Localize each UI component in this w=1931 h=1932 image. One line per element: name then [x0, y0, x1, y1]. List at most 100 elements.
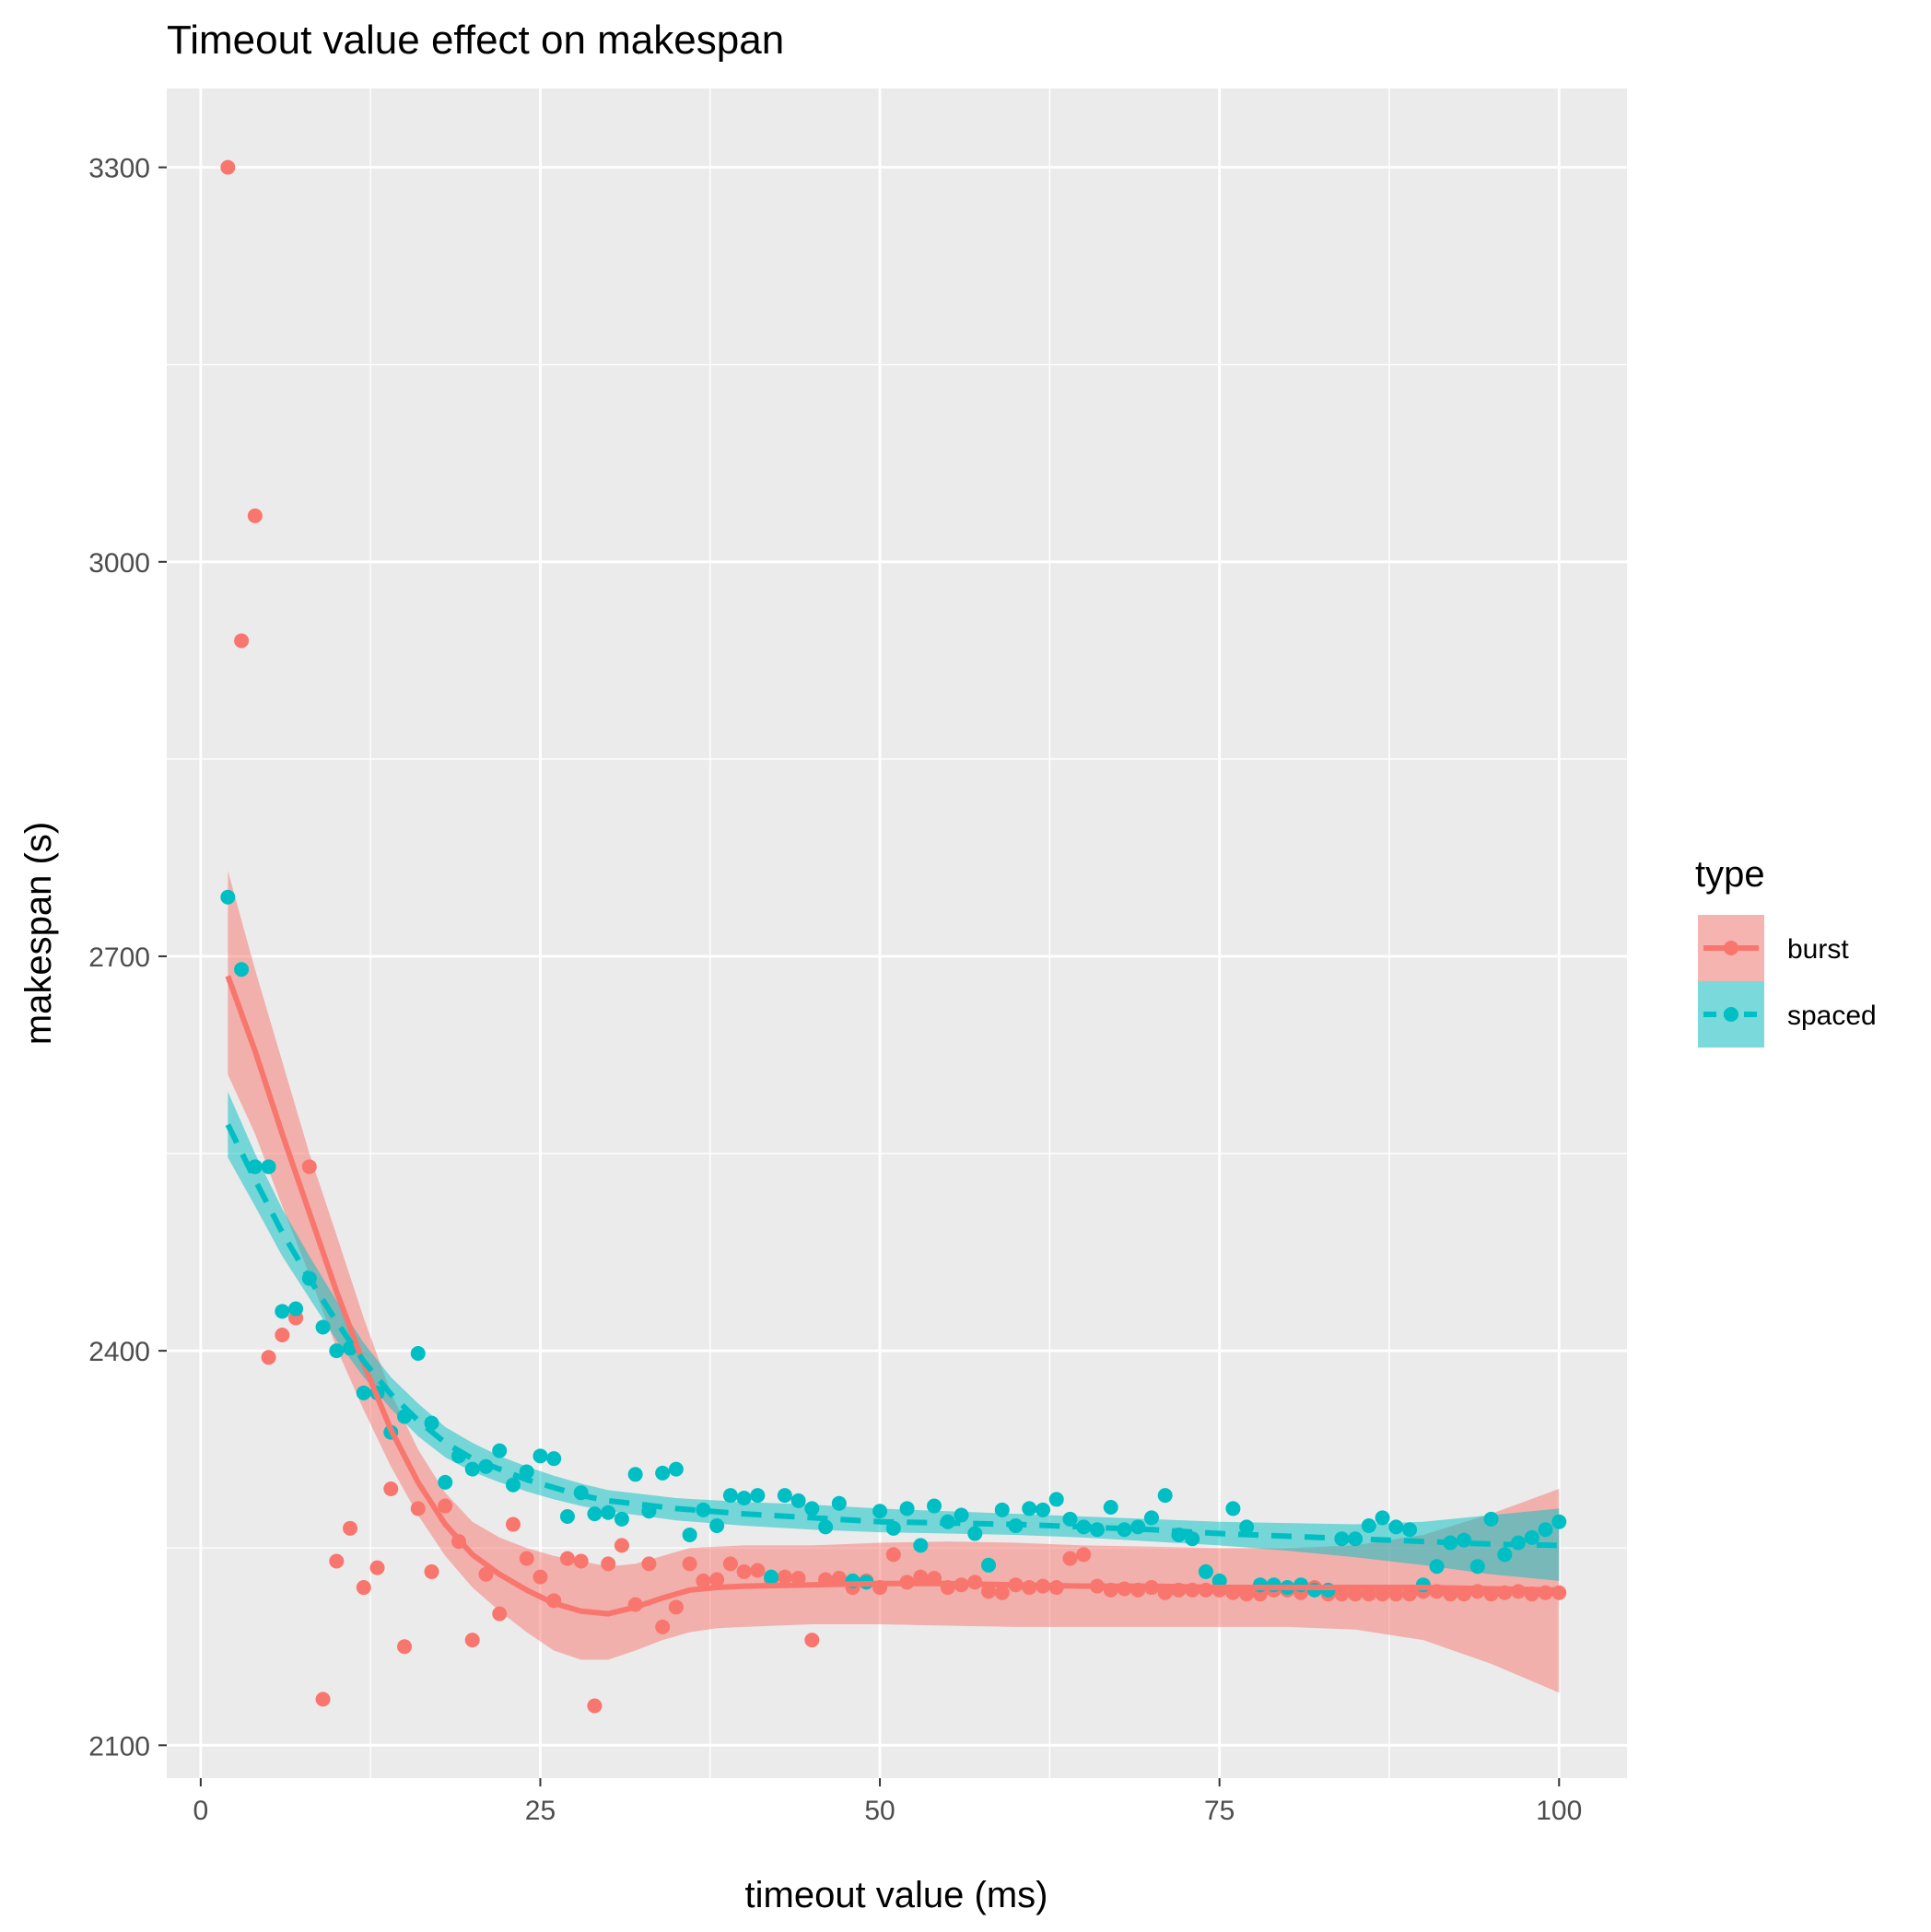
legend-label-burst: burst [1787, 934, 1849, 965]
burst-confidence-band [228, 871, 1560, 1693]
burst-point [492, 1606, 508, 1622]
spaced-point [722, 1488, 738, 1504]
x-tick-label: 100 [1536, 1796, 1582, 1826]
spaced-point [315, 1319, 331, 1335]
burst-point [397, 1639, 413, 1655]
spaced-point [1225, 1501, 1241, 1516]
burst-point [519, 1551, 534, 1566]
spaced-point [1469, 1559, 1485, 1575]
spaced-point [587, 1506, 603, 1522]
spaced-point [1551, 1514, 1567, 1529]
burst-point [315, 1692, 331, 1707]
y-tick-label: 3300 [88, 154, 150, 184]
burst-point [478, 1566, 494, 1582]
burst-point [682, 1556, 697, 1572]
burst-point [301, 1159, 317, 1175]
burst-point [790, 1571, 806, 1587]
burst-point [234, 633, 250, 649]
chart-title: Timeout value effect on makespan [167, 18, 784, 63]
spaced-point [1457, 1532, 1472, 1548]
spaced-point [872, 1504, 888, 1519]
y-tick-label: 2100 [88, 1731, 150, 1762]
burst-point [994, 1585, 1010, 1600]
y-axis-title: makespan (s) [18, 822, 59, 1045]
spaced-point [288, 1301, 304, 1317]
y-tick-label: 2400 [88, 1337, 150, 1367]
spaced-point [1143, 1510, 1159, 1526]
major-gridlines [167, 88, 1627, 1778]
burst-point [464, 1633, 480, 1648]
spaced-point [1429, 1559, 1445, 1575]
x-tick-label: 0 [193, 1796, 209, 1826]
spaced-point [1388, 1519, 1404, 1535]
burst-point [696, 1573, 711, 1588]
burst-point [343, 1520, 358, 1536]
burst-point [329, 1553, 345, 1569]
burst-point [1334, 1587, 1350, 1602]
spaced-trend-line [225, 1123, 1560, 1549]
burst-point [369, 1560, 385, 1575]
spaced-point [1185, 1531, 1200, 1547]
spaced-point [1497, 1547, 1513, 1563]
spaced-point [410, 1346, 426, 1362]
burst-point [383, 1481, 399, 1497]
burst-point [1375, 1587, 1390, 1602]
y-tick-label: 3000 [88, 548, 150, 579]
legend-key-point [1724, 941, 1738, 955]
spaced-point [967, 1526, 983, 1541]
burst-point [655, 1619, 671, 1634]
burst-point [1361, 1587, 1376, 1602]
burst-point [587, 1698, 603, 1714]
spaced-point [261, 1159, 276, 1175]
spaced-point [546, 1451, 562, 1467]
confidence-bands [228, 871, 1560, 1693]
spaced-point [601, 1505, 616, 1520]
burst-point [559, 1551, 575, 1566]
burst-point [1062, 1551, 1078, 1566]
burst-point [261, 1350, 276, 1365]
spaced-point [682, 1527, 697, 1542]
burst-point [410, 1501, 426, 1516]
burst-point [709, 1572, 725, 1587]
y-tick-label: 2700 [88, 943, 150, 973]
burst-point [668, 1599, 684, 1615]
x-axis-title: timeout value (ms) [745, 1875, 1048, 1915]
spaced-point [220, 889, 236, 905]
burst-point [532, 1569, 548, 1585]
spaced-point [464, 1461, 480, 1477]
legend-label-spaced: spaced [1787, 1001, 1877, 1031]
spaced-point [1375, 1510, 1390, 1526]
spaced-point [913, 1538, 929, 1553]
burst-point [885, 1547, 901, 1563]
burst-point [1348, 1587, 1363, 1602]
y-axis: 2100 2400 2700 3000 3300 [88, 154, 167, 1762]
burst-point [1388, 1587, 1404, 1602]
burst-point [424, 1563, 439, 1579]
spaced-point [505, 1477, 521, 1493]
spaced-point [1157, 1488, 1173, 1504]
burst-point [573, 1553, 589, 1569]
burst-point [1402, 1587, 1418, 1602]
spaced-point [234, 962, 250, 978]
x-tick-label: 25 [525, 1796, 556, 1826]
burst-point [438, 1498, 453, 1514]
burst-point [614, 1538, 629, 1553]
burst-point [804, 1633, 820, 1648]
burst-point [356, 1580, 371, 1596]
minor-gridlines [167, 88, 1627, 1778]
spaced-point [1402, 1522, 1418, 1538]
spaced-point [329, 1343, 345, 1359]
spaced-point [1022, 1501, 1037, 1516]
spaced-point [1538, 1522, 1553, 1538]
spaced-point [750, 1488, 766, 1504]
x-tick-label: 50 [864, 1796, 895, 1826]
spaced-point [994, 1502, 1010, 1517]
spaced-confidence-band [228, 1091, 1560, 1581]
spaced-point [356, 1385, 371, 1400]
burst-point [220, 159, 236, 175]
spaced-point [1089, 1522, 1105, 1538]
spaced-point [1211, 1573, 1227, 1588]
spaced-point [1048, 1492, 1064, 1507]
burst-point [777, 1569, 792, 1585]
